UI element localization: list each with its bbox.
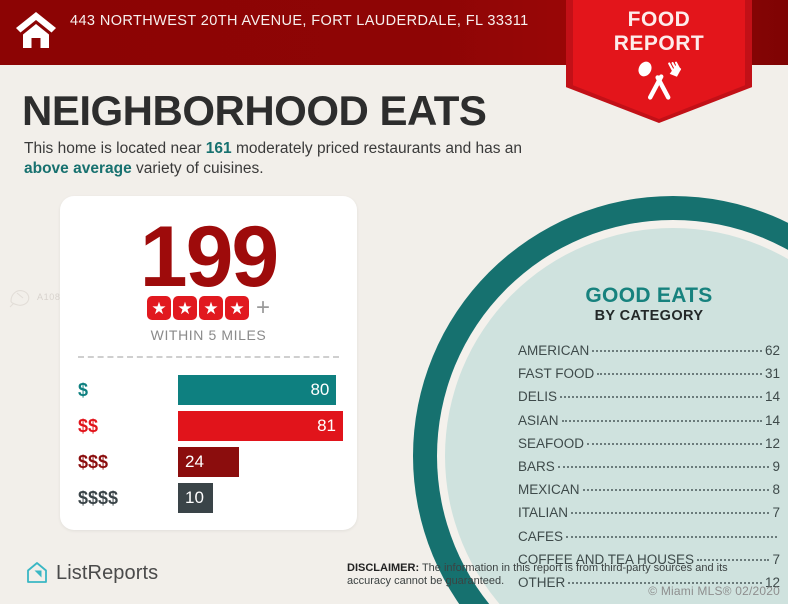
leader-dots xyxy=(566,535,777,538)
leader-dots xyxy=(561,419,762,422)
good-eats-title: GOOD EATS xyxy=(585,284,713,307)
category-name: MEXICAN xyxy=(518,482,580,498)
good-eats-subtitle: BY CATEGORY xyxy=(594,308,704,324)
good-eats-panel: GOOD EATS BY CATEGORY AMERICAN 62 FAST FO… xyxy=(518,284,780,594)
bar-row: $$$$ 10 xyxy=(78,480,343,516)
leader-dots xyxy=(582,489,770,492)
copyright: © Miami MLS® 02/2020 xyxy=(648,584,780,598)
food-report-badge: FOOD REPORT xyxy=(573,0,745,119)
category-name: DELIS xyxy=(518,389,558,405)
badge-title: FOOD REPORT xyxy=(573,8,745,56)
leader-dots xyxy=(597,373,762,376)
bar-track: 24 xyxy=(178,447,343,477)
bar-track: 80 xyxy=(178,375,343,405)
bar-value: 10 xyxy=(185,488,204,507)
page-subtitle: This home is located near 161 moderately… xyxy=(24,139,549,179)
star-icon: ★ xyxy=(146,296,171,320)
leader-dots xyxy=(697,558,770,561)
category-name: FAST FOOD xyxy=(518,366,595,382)
list-item: SEAFOOD 12 xyxy=(518,432,780,455)
leader-dots xyxy=(592,350,762,352)
bar-fill: 81 xyxy=(178,411,343,441)
list-item: CAFES xyxy=(518,525,780,548)
bar-label: $$$ xyxy=(78,452,109,472)
leader-dots xyxy=(560,396,762,399)
category-name: SEAFOOD xyxy=(518,435,585,451)
star-icon: ★ xyxy=(224,296,249,320)
category-name: ASIAN xyxy=(518,412,559,428)
bar-label: $$ xyxy=(78,416,99,436)
category-value: 14 xyxy=(764,412,780,428)
star-icon: ★ xyxy=(172,296,197,320)
page-title: NEIGHBORHOOD EATS xyxy=(22,87,487,134)
list-item: FAST FOOD 31 xyxy=(518,362,780,385)
category-name: ITALIAN xyxy=(518,505,569,521)
category-value: 9 xyxy=(772,459,780,475)
subtitle-part-1: This home is located near xyxy=(24,140,206,157)
subtitle-variety-rating: above average xyxy=(24,160,132,177)
category-name: AMERICAN xyxy=(518,343,590,358)
badge-line-1: FOOD xyxy=(627,8,691,31)
property-address: 443 NORTHWEST 20TH AVENUE, FORT LAUDERDA… xyxy=(70,13,529,29)
leader-dots xyxy=(557,466,770,469)
header-content: 443 NORTHWEST 20TH AVENUE, FORT LAUDERDA… xyxy=(0,0,529,51)
category-name: BARS xyxy=(518,459,555,475)
list-item: MEXICAN 8 xyxy=(518,478,780,501)
list-item: AMERICAN 62 xyxy=(518,339,780,362)
listreports-logo-text: ListReports xyxy=(56,561,159,584)
star-plus-label: + xyxy=(255,294,270,321)
card-divider xyxy=(78,356,339,358)
leader-dots xyxy=(571,512,770,515)
watermark-bird-icon xyxy=(9,290,30,308)
bar-value: 81 xyxy=(317,416,336,435)
list-item: ITALIAN 7 xyxy=(518,501,780,524)
bar-value: 80 xyxy=(310,380,330,399)
category-value: 31 xyxy=(764,366,780,382)
star-icon: ★ xyxy=(198,296,223,320)
restaurant-score: 199 xyxy=(139,209,280,305)
disclaimer-label: DISCLAIMER: xyxy=(347,562,420,574)
bar-fill: 24 xyxy=(178,447,240,477)
bar-label: $ xyxy=(78,380,89,400)
bar-row: $ 80 xyxy=(78,372,343,408)
category-value: 12 xyxy=(764,435,780,451)
category-value: 7 xyxy=(772,551,780,567)
listreports-logo: ListReports xyxy=(26,561,158,585)
bar-track: 81 xyxy=(178,411,343,441)
bar-fill: 10 xyxy=(178,483,213,513)
badge-line-2: REPORT xyxy=(613,32,705,55)
list-item: DELIS 14 xyxy=(518,385,780,408)
star-rating: ★ ★ ★ ★ + xyxy=(60,296,357,320)
listreports-house-icon xyxy=(27,562,47,583)
category-name: CAFES xyxy=(518,528,564,544)
spoon-fork-icon xyxy=(638,61,682,100)
bar-row: $$$ 24 xyxy=(78,444,343,480)
price-range-bar-chart: $ 80 $$ 81 $$$ 24 xyxy=(78,372,343,516)
leader-dots xyxy=(587,442,762,445)
subtitle-part-3: variety of cuisines. xyxy=(131,160,264,177)
bar-value: 24 xyxy=(185,452,204,471)
bar-track: 10 xyxy=(178,483,343,513)
category-value: 62 xyxy=(764,343,780,358)
category-value: 8 xyxy=(772,482,780,498)
category-value: 7 xyxy=(772,505,780,521)
home-icon xyxy=(16,12,56,48)
score-card: 199 ★ ★ ★ ★ + WITHIN 5 MILES $ 80 $$ xyxy=(60,196,357,530)
category-list: AMERICAN 62 FAST FOOD 31 DELIS 14 ASIAN 14 S… xyxy=(518,339,780,594)
list-item: BARS 9 xyxy=(518,455,780,478)
bar-row: $$ 81 xyxy=(78,408,343,444)
list-item: ASIAN 14 xyxy=(518,409,780,432)
radius-label: WITHIN 5 MILES xyxy=(150,327,267,343)
bar-fill: 80 xyxy=(178,375,337,405)
subtitle-restaurant-count: 161 xyxy=(205,140,232,157)
subtitle-part-2: moderately priced restaurants and has an xyxy=(231,140,523,157)
bar-label: $$$$ xyxy=(78,488,119,508)
category-value: 14 xyxy=(764,389,780,405)
